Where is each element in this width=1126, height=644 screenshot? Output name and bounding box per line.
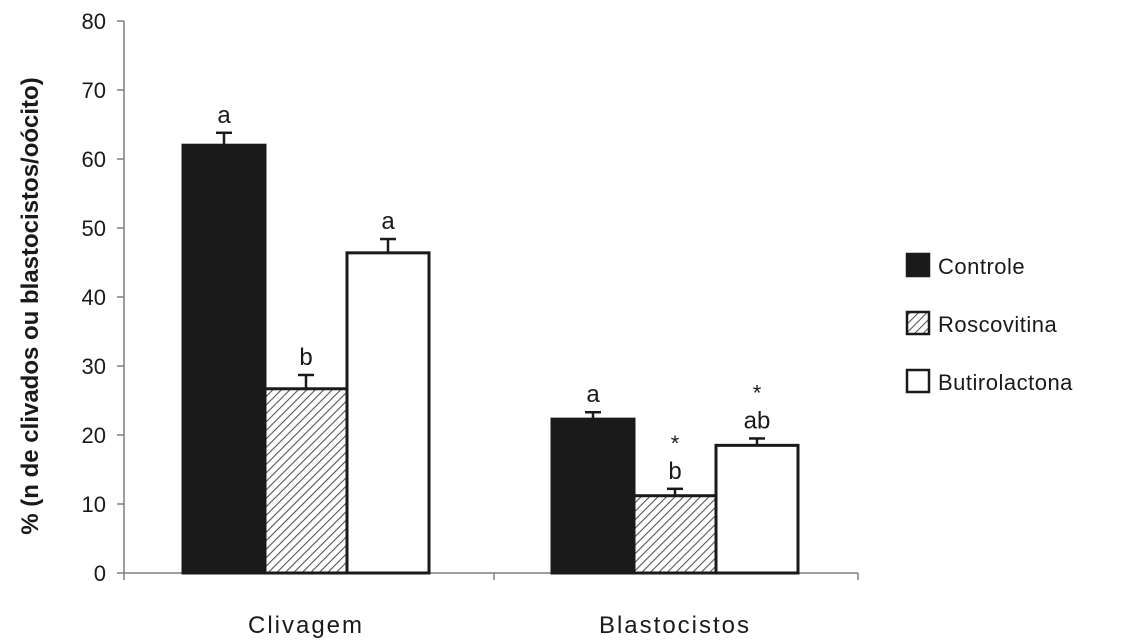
significance-star: * bbox=[753, 380, 762, 405]
legend-label: Controle bbox=[938, 254, 1025, 279]
y-tick-label: 10 bbox=[82, 492, 106, 517]
legend-swatch bbox=[905, 252, 931, 278]
y-tick-label: 30 bbox=[82, 354, 106, 379]
significance-label: a bbox=[381, 208, 395, 235]
bar bbox=[345, 251, 431, 575]
y-tick-label: 20 bbox=[82, 423, 106, 448]
legend-swatch bbox=[905, 368, 931, 394]
y-tick-label: 50 bbox=[82, 216, 106, 241]
bar bbox=[550, 417, 636, 575]
legend-label: Roscovitina bbox=[938, 312, 1057, 337]
bar bbox=[632, 494, 718, 575]
x-tick-label: Blastocistos bbox=[599, 612, 751, 639]
significance-label: a bbox=[586, 381, 600, 408]
y-tick-label: 60 bbox=[82, 147, 106, 172]
x-tick-label: Clivagem bbox=[248, 612, 364, 639]
legend-swatch bbox=[905, 310, 931, 336]
significance-label: ab bbox=[744, 407, 771, 434]
legend-label: Butirolactona bbox=[938, 370, 1073, 395]
significance-star: * bbox=[671, 431, 680, 456]
y-tick-label: 70 bbox=[82, 78, 106, 103]
y-tick-label: 40 bbox=[82, 285, 106, 310]
significance-label: b bbox=[299, 344, 312, 371]
bar bbox=[181, 143, 267, 575]
bar bbox=[714, 443, 800, 575]
significance-label: b bbox=[668, 458, 681, 485]
y-tick-label: 0 bbox=[94, 561, 106, 586]
significance-label: a bbox=[217, 102, 231, 129]
y-axis-label: % (n de clivados ou blastocistos/oócito) bbox=[17, 77, 44, 534]
bar bbox=[263, 387, 349, 575]
y-tick-label: 80 bbox=[82, 9, 106, 34]
